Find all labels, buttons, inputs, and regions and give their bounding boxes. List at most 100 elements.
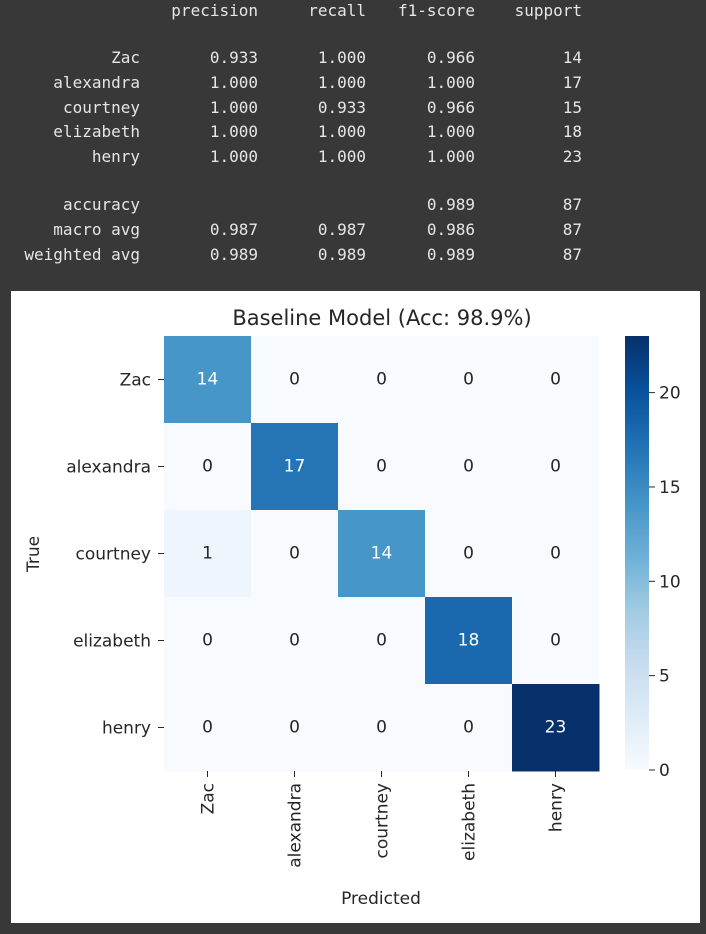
cell-annotation: 14 bbox=[371, 544, 393, 564]
colorbar-tick-label: 15 bbox=[659, 478, 681, 498]
heatmap-cell bbox=[164, 336, 252, 424]
y-ticks: Zac alexandra courtney elizabeth henry bbox=[66, 371, 164, 739]
confusion-matrix-figure: Baseline Model (Acc: 98.9%) True Predict… bbox=[11, 291, 700, 923]
colorbar-tick-label: 10 bbox=[659, 572, 681, 592]
report-header: recall bbox=[308, 1, 366, 20]
cell-annotation: 0 bbox=[202, 631, 213, 651]
heatmap-cell bbox=[512, 423, 600, 511]
cell-annotation: 0 bbox=[550, 370, 561, 390]
heatmap-cell bbox=[164, 597, 252, 685]
report-cell: 0.933 bbox=[209, 48, 258, 67]
report-cell: 1.000 bbox=[317, 147, 366, 166]
report-summary-cell: 87 bbox=[562, 220, 582, 239]
cell-annotation: 0 bbox=[376, 631, 387, 651]
heatmap-cell bbox=[164, 684, 252, 772]
heatmap-cell bbox=[164, 423, 252, 511]
y-tick-label: elizabeth bbox=[73, 632, 151, 652]
x-tick-label: henry bbox=[547, 783, 567, 832]
cell-annotation: 0 bbox=[289, 370, 300, 390]
report-summary-cell: 0.989 bbox=[426, 195, 475, 214]
heatmap-cell bbox=[512, 684, 600, 772]
report-header: precision bbox=[171, 1, 258, 20]
cell-annotation: 0 bbox=[202, 718, 213, 738]
report-cell: 0.933 bbox=[317, 98, 366, 117]
x-tick-label: elizabeth bbox=[460, 783, 480, 861]
report-summary-cell: 0.989 bbox=[209, 245, 258, 264]
colorbar-tick-label: 20 bbox=[659, 384, 681, 404]
report-cell: 15 bbox=[562, 98, 582, 117]
heatmap-cell bbox=[338, 597, 426, 685]
y-tick-label: alexandra bbox=[66, 458, 151, 478]
report-cell: 17 bbox=[562, 73, 582, 92]
report-summary-cell: 0.987 bbox=[209, 220, 258, 239]
confusion-matrix-chart: Baseline Model (Acc: 98.9%) True Predict… bbox=[24, 306, 681, 909]
heatmap-cell bbox=[338, 423, 426, 511]
report-cell: 1.000 bbox=[317, 122, 366, 141]
heatmap-cell bbox=[425, 423, 513, 511]
x-tick-label: alexandra bbox=[286, 783, 306, 868]
cell-annotation: 0 bbox=[463, 544, 474, 564]
chart-title: Baseline Model (Acc: 98.9%) bbox=[232, 306, 531, 330]
report-header: support bbox=[514, 1, 582, 20]
cell-annotation: 14 bbox=[197, 370, 219, 390]
cell-annotation: 0 bbox=[376, 718, 387, 738]
report-cell: 1.000 bbox=[317, 48, 366, 67]
cell-annotation: 0 bbox=[289, 718, 300, 738]
heatmap-cell bbox=[251, 510, 339, 598]
report-summary-cell: 0.986 bbox=[426, 220, 475, 239]
y-tick-label: Zac bbox=[120, 371, 151, 391]
report-cell: 1.000 bbox=[426, 122, 475, 141]
colorbar-tick-label: 5 bbox=[659, 667, 670, 687]
colorbar-tick-label: 0 bbox=[659, 761, 670, 781]
report-summary-label: weighted avg bbox=[24, 245, 140, 264]
cell-annotation: 0 bbox=[289, 544, 300, 564]
report-cell: 1.000 bbox=[209, 73, 258, 92]
heatmap-cell bbox=[425, 597, 513, 685]
y-tick-label: henry bbox=[102, 719, 151, 739]
heatmap-cell bbox=[164, 510, 252, 598]
report-summary-label: macro avg bbox=[53, 220, 140, 239]
report-cell: 0.966 bbox=[426, 48, 475, 67]
heatmap-cell bbox=[425, 510, 513, 598]
report-row-label: elizabeth bbox=[53, 122, 140, 141]
x-tick-label: courtney bbox=[373, 783, 393, 858]
report-row-label: Zac bbox=[111, 48, 140, 67]
report-summary-cell: 0.987 bbox=[317, 220, 366, 239]
report-cell: 14 bbox=[562, 48, 582, 67]
x-axis-label: Predicted bbox=[341, 889, 421, 909]
heatmap-cell bbox=[251, 336, 339, 424]
report-row-label: henry bbox=[91, 147, 140, 166]
cell-annotation: 0 bbox=[289, 631, 300, 651]
report-cell: 1.000 bbox=[317, 73, 366, 92]
cell-annotation: 1 bbox=[202, 544, 213, 564]
report-cell: 18 bbox=[562, 122, 582, 141]
cell-annotation: 0 bbox=[376, 457, 387, 477]
y-tick-label: courtney bbox=[76, 545, 151, 565]
cell-annotation: 0 bbox=[463, 457, 474, 477]
report-cell: 0.966 bbox=[426, 98, 475, 117]
cell-annotation: 0 bbox=[202, 457, 213, 477]
report-summary-cell: 0.989 bbox=[426, 245, 475, 264]
cell-annotation: 0 bbox=[463, 718, 474, 738]
heatmap-cell bbox=[425, 684, 513, 772]
report-summary-cell: 87 bbox=[562, 245, 582, 264]
heatmap-cell bbox=[338, 336, 426, 424]
heatmap-cell bbox=[338, 684, 426, 772]
cell-annotation: 0 bbox=[550, 457, 561, 477]
cell-annotation: 23 bbox=[545, 718, 567, 738]
report-cell: 1.000 bbox=[426, 147, 475, 166]
heatmap-cell bbox=[251, 597, 339, 685]
cell-annotation: 18 bbox=[458, 631, 480, 651]
report-header: f1-score bbox=[397, 1, 475, 20]
cell-annotation: 0 bbox=[463, 370, 474, 390]
report-cell: 1.000 bbox=[209, 122, 258, 141]
cell-annotation: 17 bbox=[284, 457, 306, 477]
cell-annotation: 0 bbox=[550, 544, 561, 564]
heatmap-cells: 14 0 0 0 0 0 17 0 0 0 1 0 14 0 0 0 0 0 18 0 0 0 0 0 23 bbox=[164, 336, 600, 772]
report-row-label: alexandra bbox=[53, 73, 140, 92]
cell-annotation: 0 bbox=[550, 631, 561, 651]
heatmap-cell bbox=[251, 684, 339, 772]
report-cell: 23 bbox=[562, 147, 582, 166]
report-summary-label: accuracy bbox=[62, 195, 140, 214]
classification-report: precision recall f1-score support Zac 0.933 1.… bbox=[0, 0, 706, 290]
